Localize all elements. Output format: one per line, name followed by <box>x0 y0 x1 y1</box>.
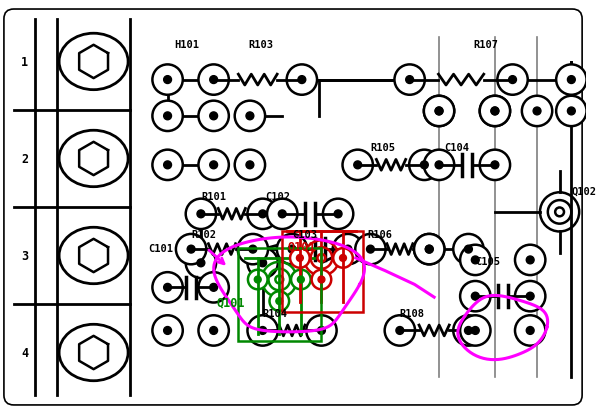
Circle shape <box>354 161 362 169</box>
Circle shape <box>278 210 286 218</box>
Circle shape <box>259 327 267 335</box>
Circle shape <box>197 259 205 267</box>
Circle shape <box>515 281 545 311</box>
Circle shape <box>210 161 218 169</box>
Circle shape <box>297 255 303 262</box>
Text: 1: 1 <box>21 56 28 69</box>
Circle shape <box>199 273 229 303</box>
Circle shape <box>187 246 195 254</box>
Circle shape <box>465 327 472 335</box>
Circle shape <box>435 161 443 169</box>
Circle shape <box>152 150 183 180</box>
Circle shape <box>234 150 265 180</box>
Text: R105: R105 <box>370 143 395 153</box>
Circle shape <box>515 316 545 346</box>
Circle shape <box>306 316 337 346</box>
Circle shape <box>480 97 510 127</box>
Circle shape <box>210 284 218 292</box>
Circle shape <box>556 65 587 95</box>
Circle shape <box>318 327 325 335</box>
Circle shape <box>355 234 386 265</box>
Circle shape <box>210 113 218 121</box>
Circle shape <box>164 327 172 335</box>
Circle shape <box>533 108 541 116</box>
Text: R108: R108 <box>400 308 425 318</box>
Text: 2: 2 <box>21 152 28 166</box>
Circle shape <box>246 161 254 169</box>
Circle shape <box>556 97 587 127</box>
Circle shape <box>197 210 205 218</box>
Text: C104: C104 <box>444 143 469 153</box>
Ellipse shape <box>59 325 128 381</box>
Circle shape <box>199 102 229 132</box>
Circle shape <box>471 327 479 335</box>
Circle shape <box>199 65 229 95</box>
Circle shape <box>414 234 444 265</box>
Circle shape <box>515 245 545 275</box>
Circle shape <box>420 161 428 169</box>
Circle shape <box>480 97 510 127</box>
Circle shape <box>277 234 307 265</box>
Text: R101: R101 <box>201 192 226 202</box>
Text: R107: R107 <box>474 40 498 50</box>
Circle shape <box>367 246 374 254</box>
Circle shape <box>491 161 499 169</box>
Text: 3: 3 <box>21 249 28 262</box>
Circle shape <box>526 256 534 264</box>
Circle shape <box>385 316 415 346</box>
Circle shape <box>435 108 443 116</box>
Circle shape <box>164 76 172 84</box>
Circle shape <box>259 210 267 218</box>
Circle shape <box>210 76 218 84</box>
Text: R102: R102 <box>191 230 216 240</box>
Circle shape <box>186 248 216 278</box>
Circle shape <box>435 108 443 116</box>
Circle shape <box>234 102 265 132</box>
Circle shape <box>186 199 216 230</box>
Circle shape <box>460 245 490 275</box>
Text: Q101: Q101 <box>287 240 316 253</box>
Circle shape <box>491 108 499 116</box>
Circle shape <box>526 327 534 335</box>
Circle shape <box>254 276 261 283</box>
Text: R104: R104 <box>263 308 288 318</box>
Circle shape <box>460 281 490 311</box>
Circle shape <box>568 76 575 84</box>
Circle shape <box>297 276 304 283</box>
Ellipse shape <box>59 131 128 187</box>
Circle shape <box>409 150 440 180</box>
Circle shape <box>276 298 283 305</box>
Circle shape <box>460 316 490 346</box>
Circle shape <box>248 248 278 278</box>
Text: R103: R103 <box>248 40 273 50</box>
Circle shape <box>522 97 552 127</box>
Text: R106: R106 <box>368 230 392 240</box>
Circle shape <box>152 65 183 95</box>
Text: Q101: Q101 <box>216 296 245 309</box>
Text: C105: C105 <box>475 256 501 266</box>
Circle shape <box>248 270 267 290</box>
Circle shape <box>453 316 484 346</box>
Circle shape <box>199 316 229 346</box>
Circle shape <box>152 102 183 132</box>
Circle shape <box>568 108 575 116</box>
Circle shape <box>164 161 172 169</box>
Circle shape <box>152 273 183 303</box>
Text: Q102: Q102 <box>571 186 596 196</box>
Circle shape <box>424 150 454 180</box>
Circle shape <box>152 316 183 346</box>
Circle shape <box>509 76 517 84</box>
Circle shape <box>424 97 454 127</box>
Circle shape <box>340 255 346 262</box>
Circle shape <box>344 246 352 254</box>
Circle shape <box>491 108 499 116</box>
Circle shape <box>396 327 404 335</box>
Circle shape <box>312 270 331 290</box>
Circle shape <box>237 234 268 265</box>
Circle shape <box>405 76 414 84</box>
Circle shape <box>465 246 472 254</box>
Circle shape <box>246 113 254 121</box>
Text: H101: H101 <box>175 40 200 50</box>
Text: C101: C101 <box>148 244 173 254</box>
